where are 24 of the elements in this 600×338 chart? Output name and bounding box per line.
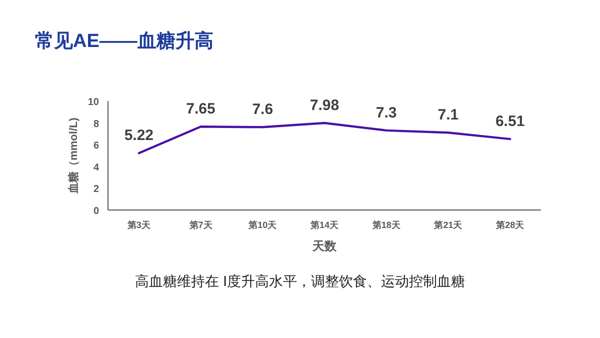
- data-label: 7.98: [310, 97, 340, 114]
- y-tick-label: 2: [93, 184, 100, 196]
- data-label: 7.65: [186, 100, 216, 118]
- chart-title: 常见AE——血糖升高: [35, 30, 214, 52]
- y-tick-label: 0: [93, 206, 100, 217]
- x-axis-title: 天数: [312, 239, 338, 253]
- y-tick-label: 6: [93, 140, 100, 152]
- data-label: 5.22: [124, 127, 154, 144]
- data-label: 7.3: [376, 104, 397, 122]
- x-tick-label: 第10天: [248, 220, 278, 230]
- y-tick-label: 4: [93, 162, 100, 174]
- x-tick-label: 第18天: [371, 220, 402, 230]
- x-tick-label: 第3天: [126, 220, 152, 230]
- x-tick-label: 第21天: [433, 220, 464, 230]
- text: 高血糖维持在 Ⅰ度升高水平，调整饮食、运动控制血糖: [135, 273, 465, 289]
- data-label: 7.1: [438, 106, 459, 124]
- y-axis-title: 血糖（mmol/L): [67, 117, 80, 194]
- x-tick-label: 第28天: [495, 220, 526, 230]
- x-tick-label: 第14天: [309, 220, 340, 230]
- data-label: 7.6: [252, 101, 274, 118]
- y-tick-label: 10: [88, 97, 100, 108]
- y-tick-label: 8: [93, 118, 100, 130]
- x-tick-label: 第7天: [188, 220, 214, 230]
- data-label: 6.51: [495, 113, 525, 130]
